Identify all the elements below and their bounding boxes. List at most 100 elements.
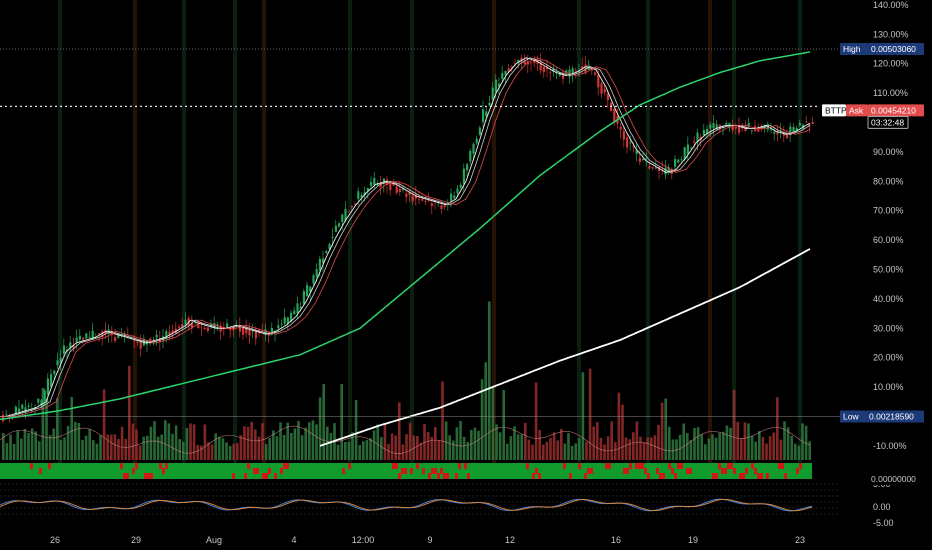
volume-bar — [293, 428, 297, 460]
volume-bar — [477, 430, 480, 460]
ask-label-text: Ask — [849, 105, 864, 115]
sentiment-cell — [680, 463, 683, 469]
sentiment-cell — [778, 463, 781, 469]
candle-body — [622, 131, 625, 140]
session-band — [577, 0, 581, 478]
volume-bar — [592, 426, 595, 460]
volume-bar — [768, 436, 772, 460]
sentiment-cell — [739, 473, 742, 479]
candle-body — [91, 330, 94, 340]
volume-bar — [599, 437, 603, 460]
candle-body — [654, 167, 657, 169]
candle-body — [696, 132, 699, 143]
volume-bar — [358, 445, 361, 460]
candle-body — [238, 325, 241, 332]
candle-body — [571, 68, 574, 76]
volume-bar — [167, 423, 171, 460]
sentiment-cell — [247, 463, 250, 469]
candle-body — [776, 131, 779, 135]
high-value-text: 0.00503060 — [871, 44, 916, 54]
candle-body — [565, 70, 568, 74]
candle-body — [418, 199, 421, 201]
candle-body — [792, 127, 795, 132]
session-band — [262, 0, 266, 478]
volume-bar — [92, 440, 95, 460]
volume-bar — [635, 421, 639, 460]
volume-bar — [329, 432, 333, 460]
volume-bar — [714, 437, 718, 460]
volume-bar — [113, 434, 117, 460]
volume-bar — [484, 362, 487, 460]
candle-body — [523, 60, 526, 65]
volume-bar — [725, 425, 729, 460]
candle-body — [14, 406, 17, 414]
sentiment-cell — [434, 468, 437, 474]
volume-bar — [732, 389, 736, 460]
sentiment-cell — [39, 468, 42, 474]
candle-body — [245, 327, 248, 334]
volume-bar — [462, 436, 466, 460]
volume-bar — [520, 434, 523, 460]
candle-body — [578, 70, 581, 72]
candle-body — [597, 74, 600, 88]
candle-body — [30, 410, 33, 412]
candle-body — [795, 127, 798, 132]
volume-bar — [441, 381, 444, 460]
candle-body — [338, 223, 341, 227]
volume-bar — [480, 379, 484, 460]
volume-bar — [808, 441, 811, 460]
sentiment-cell — [644, 468, 647, 474]
session-band — [708, 0, 712, 478]
ask-value-text: 0.00454210 — [871, 105, 916, 115]
candle-body — [709, 124, 712, 129]
candle-body — [430, 203, 433, 207]
candle-body — [299, 306, 302, 309]
candle-body — [706, 128, 709, 135]
sentiment-cell — [422, 468, 425, 474]
volume-bar — [387, 443, 390, 460]
volume-bar — [689, 440, 693, 460]
volume-bar — [149, 426, 153, 460]
session-band — [233, 0, 237, 478]
sentiment-cell — [398, 473, 401, 479]
candle-body — [459, 184, 462, 188]
sentiment-cell — [150, 473, 153, 479]
candle-body — [104, 330, 107, 335]
volume-bar — [516, 434, 520, 460]
volume-bar — [452, 440, 455, 460]
candle-body — [40, 400, 43, 405]
volume-bar — [185, 427, 189, 460]
candle-body — [453, 195, 456, 199]
candle-body — [165, 331, 168, 339]
volume-bar — [632, 432, 635, 460]
volume-bar — [182, 442, 185, 460]
volume-bar — [110, 434, 113, 460]
candle-body — [136, 341, 139, 343]
sentiment-cell — [147, 473, 150, 479]
sentiment-cell — [635, 463, 638, 469]
volume-bar — [138, 445, 142, 460]
x-tick-label: Aug — [206, 535, 222, 545]
candle-body — [203, 327, 206, 329]
volume-bar — [120, 426, 124, 460]
volume-bar — [736, 421, 739, 460]
candle-body — [411, 195, 414, 201]
x-tick-label: 29 — [131, 535, 141, 545]
sentiment-cell — [766, 473, 769, 479]
price-axis[interactable]: 140.00%130.00%120.00%110.00%100.00%90.00… — [873, 0, 909, 451]
low-label-text: Low — [843, 412, 859, 422]
candle-body — [613, 108, 616, 123]
volume-bar — [218, 436, 221, 460]
sentiment-cell — [123, 473, 126, 479]
volume-bar — [398, 402, 401, 460]
volume-bar — [430, 437, 433, 460]
candle-body — [805, 121, 808, 123]
candle-body — [43, 390, 46, 401]
time-axis[interactable]: 26 29 Aug 4 12:00 9 12 16 19 23 — [50, 535, 805, 545]
volume-bar — [660, 402, 664, 460]
sentiment-cell — [446, 473, 449, 479]
candle-body — [88, 336, 91, 338]
sentiment-cell — [656, 468, 659, 474]
sentiment-cell — [799, 463, 802, 469]
